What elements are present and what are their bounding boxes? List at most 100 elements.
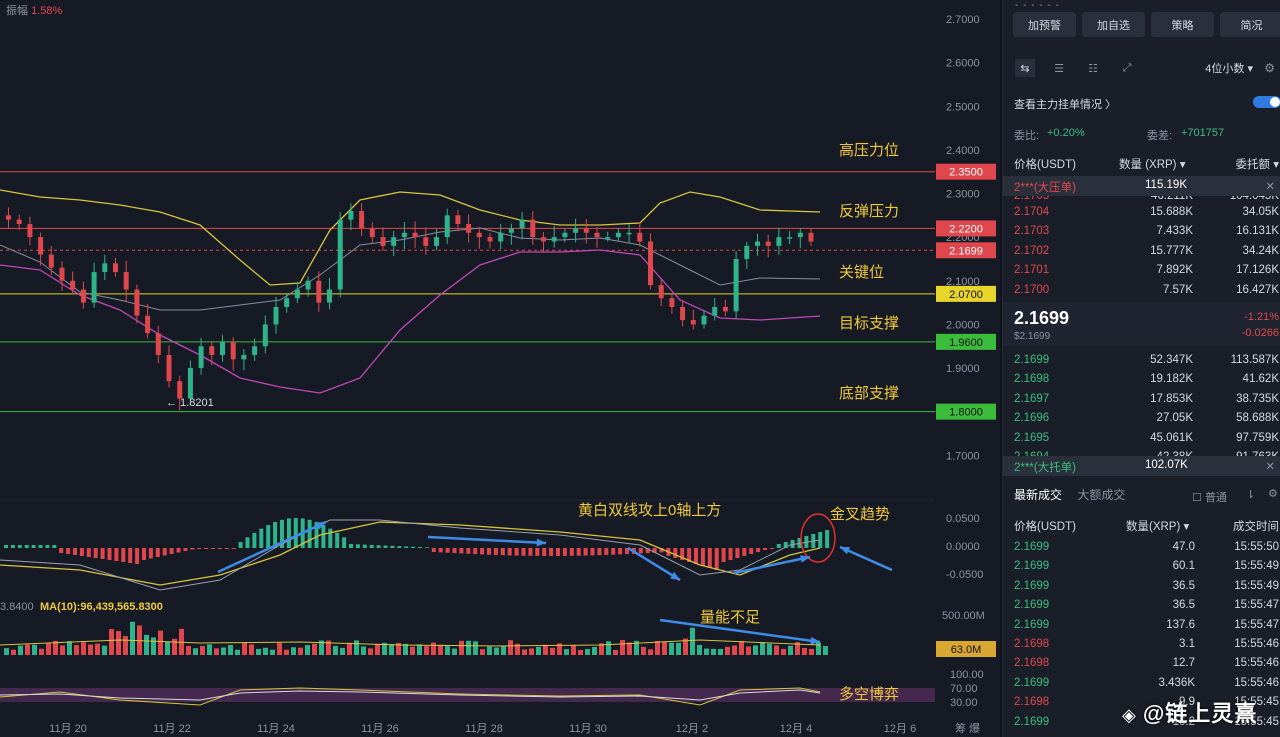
trade-row[interactable]: 2.1698 9.9 15:55:45 xyxy=(1003,693,1280,712)
add-watchlist-button[interactable]: 加自选 xyxy=(1082,12,1145,37)
x-axis-label: 11月 22 xyxy=(153,723,191,735)
annotation-bull-bear: 多空博弈 xyxy=(839,686,899,703)
bid-qty: 19.182K xyxy=(1150,373,1193,386)
overview-button[interactable]: 简况 xyxy=(1220,12,1280,37)
bid-row[interactable]: 2.1699 52.347K 113.587K xyxy=(1003,351,1280,370)
trade-row[interactable]: 2.1699 47.0 15:55:50 xyxy=(1003,538,1280,557)
macd-bar xyxy=(763,548,767,550)
volume-bar xyxy=(648,649,653,655)
decimals-select[interactable]: 4位小数 ▾ xyxy=(1205,63,1253,75)
trade-price: 2.1699 xyxy=(1014,560,1050,573)
trade-row[interactable]: 2.1699 137.6 15:55:47 xyxy=(1003,616,1280,635)
bid-row[interactable]: 2.1698 19.182K 41.62K xyxy=(1003,370,1280,389)
big-bid-row[interactable]: 2***(大托单) 102.07K ✕ xyxy=(1003,456,1280,476)
qty-header[interactable]: 数量 (XRP) ▾ xyxy=(1119,159,1186,171)
candlestick-chart[interactable]: 2.70002.60002.50002.40002.30002.20002.10… xyxy=(0,0,1000,737)
tab-large-trades[interactable]: 大额成交 xyxy=(1077,488,1126,502)
level-badge-label: 2.3500 xyxy=(949,167,983,179)
trade-time: 15:55:47 xyxy=(1234,599,1279,612)
macd-bar xyxy=(390,545,395,548)
macd-bar xyxy=(659,548,664,553)
strategy-button[interactable]: 策略 xyxy=(1151,12,1214,37)
macd-bar xyxy=(204,548,209,549)
candle-body xyxy=(455,215,461,225)
close-icon[interactable]: ✕ xyxy=(1265,461,1275,473)
volume-bar xyxy=(403,643,408,655)
volume-bar xyxy=(431,642,436,655)
ask-row[interactable]: 2.1700 7.57K 16.427K xyxy=(1003,281,1280,300)
ask-row[interactable]: 2.1705 46.211K 104.045K xyxy=(1003,190,1280,206)
candle-body xyxy=(776,237,782,246)
volume-bar xyxy=(438,644,443,655)
big-ask-row[interactable]: 2***(大压单) 115.19K ✕ xyxy=(1003,176,1280,196)
volume-bar xyxy=(410,646,415,655)
volume-bar xyxy=(95,643,100,655)
trade-row[interactable]: 2.1699 36.5 15:55:49 xyxy=(1003,577,1280,596)
x-axis-label: 11月 30 xyxy=(569,723,607,735)
book-bids-icon[interactable]: ☰ xyxy=(1054,62,1064,75)
chart-area[interactable]: 2.7000 2.6000 2.5000 2.4000 2.3000 2.2000 2.10… xyxy=(0,0,1000,737)
volume-bar xyxy=(739,641,744,655)
normal-filter[interactable]: ☐ 普通 xyxy=(1192,489,1227,505)
add-alert-button[interactable]: 加预警 xyxy=(1013,12,1076,37)
trade-row[interactable]: 2.1699 36.5 15:55:47 xyxy=(1003,596,1280,615)
trade-settings-icon[interactable]: ⚙ xyxy=(1268,488,1278,500)
ask-row[interactable]: 2.1704 15.688K 34.05K xyxy=(1003,203,1280,222)
volume-bar xyxy=(116,631,121,655)
candle-body xyxy=(348,210,354,220)
bid-total: 97.759K xyxy=(1236,431,1279,444)
macd-bar xyxy=(183,548,188,551)
volume-bar xyxy=(333,645,338,655)
volume-bar xyxy=(655,640,660,655)
volume-bar xyxy=(781,648,786,655)
trade-row[interactable]: 2.1699 16.2 15:55:45 xyxy=(1003,713,1280,732)
last-price-usd: $2.1699 xyxy=(1014,331,1051,342)
volume-bar xyxy=(620,640,625,655)
trade-tabs: 最新成交 大额成交 xyxy=(1014,486,1125,503)
trade-qty-header[interactable]: 数量(XRP) ▾ xyxy=(1126,521,1190,533)
bid-row[interactable]: 2.1694 42.38K 91.763K xyxy=(1003,448,1280,457)
bid-row[interactable]: 2.1697 17.853K 38.735K xyxy=(1003,390,1280,409)
total-header[interactable]: 委托额 ▾ xyxy=(1235,159,1279,171)
candle-body xyxy=(327,289,332,303)
ask-price: 2.1704 xyxy=(1014,206,1050,218)
orderbook-toolbar: ⇆ ☰ ☷ ⤢ 4位小数 ▾ ⚙ xyxy=(1015,57,1277,79)
candle-body xyxy=(744,245,750,259)
macd-bar xyxy=(169,548,174,554)
trade-row[interactable]: 2.1698 3.1 15:55:46 xyxy=(1003,635,1280,654)
ask-row[interactable]: 2.1703 7.433K 16.131K xyxy=(1003,222,1280,241)
book-both-icon[interactable]: ⇆ xyxy=(1015,59,1035,77)
price-tick-label: 2.6000 xyxy=(946,58,980,70)
bid-price: 2.1697 xyxy=(1014,392,1050,405)
tab-latest-trades[interactable]: 最新成交 xyxy=(1014,488,1063,502)
volume-bar xyxy=(130,621,135,655)
bid-total: 58.688K xyxy=(1236,412,1279,425)
macd-bar xyxy=(376,545,381,548)
view-main-orders-link[interactable]: 查看主力挂单情况 〉 xyxy=(1014,99,1117,111)
panel-divider[interactable] xyxy=(1000,0,1002,737)
macd-bar xyxy=(542,548,547,556)
bid-row[interactable]: 2.1696 27.05K 58.688K xyxy=(1003,409,1280,428)
trade-row[interactable]: 2.1698 12.7 15:55:46 xyxy=(1003,654,1280,673)
x-axis-label: 11月 26 xyxy=(361,723,399,735)
book-asks-icon[interactable]: ☷ xyxy=(1088,62,1098,75)
close-icon[interactable]: ✕ xyxy=(1265,181,1275,193)
ask-row[interactable]: 2.1702 15.777K 34.24K xyxy=(1003,242,1280,261)
bid-qty: 45.061K xyxy=(1150,431,1193,444)
book-expand-icon[interactable]: ⤢ xyxy=(1122,61,1132,74)
macd-tick-label: 0.0000 xyxy=(946,541,980,553)
ask-row[interactable]: 2.1701 7.892K 17.126K xyxy=(1003,261,1280,280)
filter-icon[interactable]: ⇂ xyxy=(1246,489,1256,501)
volume-bar xyxy=(606,641,611,655)
candle-body xyxy=(423,237,429,246)
settings-icon[interactable]: ⚙ xyxy=(1264,61,1275,75)
ask-qty: 46.211K xyxy=(1151,190,1193,202)
checkbox-icon[interactable]: ☐ xyxy=(1192,492,1202,504)
main-orders-toggle[interactable] xyxy=(1253,96,1280,108)
trade-row[interactable]: 2.1699 60.1 15:55:49 xyxy=(1003,557,1280,576)
trade-row[interactable]: 2.1699 3.436K 15:55:46 xyxy=(1003,674,1280,693)
volume-bar xyxy=(466,640,471,655)
macd-bar xyxy=(286,518,291,548)
volume-bar xyxy=(172,638,177,655)
bid-row[interactable]: 2.1695 45.061K 97.759K xyxy=(1003,429,1280,448)
